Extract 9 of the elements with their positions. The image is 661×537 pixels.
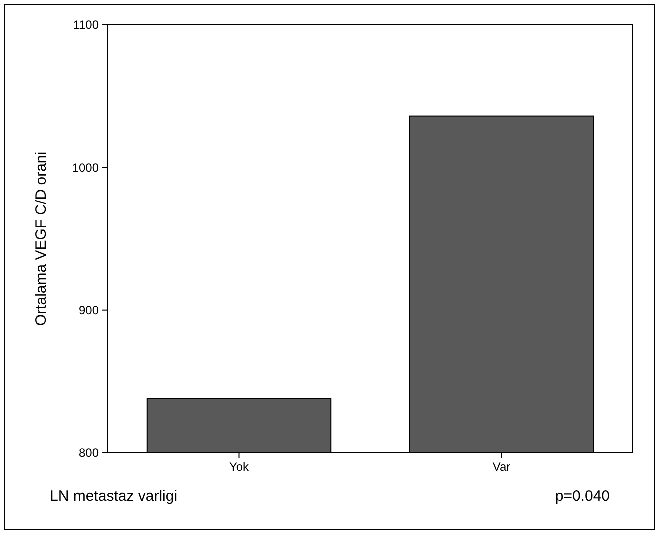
x-tick-label: Var	[492, 460, 511, 474]
y-tick-label: 1100	[73, 18, 100, 32]
y-tick-label: 900	[78, 304, 100, 318]
x-axis-title: LN metastaz varligi	[50, 488, 178, 505]
y-axis-title: Ortalama VEGF C/D orani	[33, 152, 50, 326]
text: p=0.040	[555, 488, 610, 505]
x-tick-label: Yok	[229, 460, 250, 474]
y-tick-label: 1000	[72, 160, 100, 175]
y-tick-label: 800	[78, 446, 100, 460]
